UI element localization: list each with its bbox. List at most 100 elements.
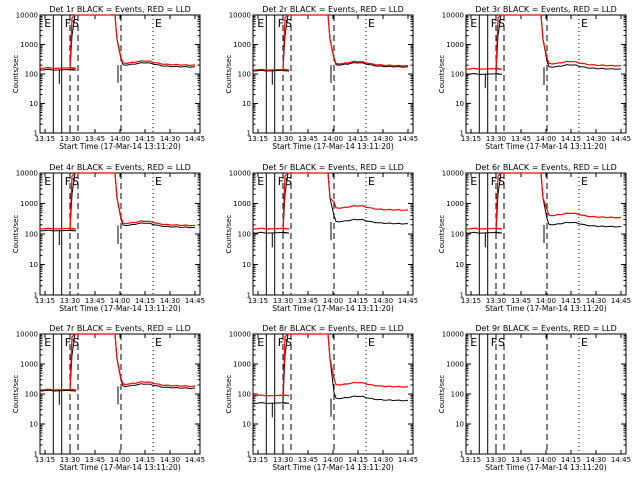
x-tick-label: 14:30 <box>373 297 393 305</box>
marker-label: E <box>155 336 162 349</box>
x-tick-label: 13:15 <box>35 297 55 305</box>
lld-series <box>465 14 622 70</box>
y-tick-label: 10 <box>242 421 251 429</box>
y-tick-label: 100 <box>25 391 38 399</box>
x-tick-label: 14:30 <box>373 135 393 143</box>
y-tick-label: 100 <box>451 231 464 239</box>
x-tick-label: 13:45 <box>511 456 531 464</box>
panel-title: Det 6r BLACK = Events, RED = LLD <box>475 163 617 172</box>
y-tick-label: 10000 <box>229 170 251 178</box>
x-tick-label: 13:15 <box>35 456 55 464</box>
x-tick-label: 14:00 <box>110 135 130 143</box>
x-tick-label: 14:15 <box>135 297 155 305</box>
x-axis-label: Start Time (17-Mar-14 13:11:20) <box>485 463 607 472</box>
x-tick-label: 13:45 <box>85 297 105 305</box>
x-tick-label: 14:45 <box>185 297 205 305</box>
x-tick-label: 14:00 <box>536 297 556 305</box>
panel-title: Det 4r BLACK = Events, RED = LLD <box>49 163 191 172</box>
marker-label: E <box>257 336 264 349</box>
x-tick-label: 13:30 <box>273 297 293 305</box>
y-tick-label: 1 <box>460 130 464 138</box>
y-tick-label: 100 <box>451 391 464 399</box>
x-tick-label: 14:00 <box>323 135 343 143</box>
events-series <box>39 333 196 392</box>
y-axis-label: Counts/sec <box>225 215 233 254</box>
panel-title: Det 2r BLACK = Events, RED = LLD <box>262 5 404 14</box>
y-tick-label: 10000 <box>442 12 464 20</box>
marker-label: E <box>257 17 264 30</box>
x-tick-label: 14:45 <box>611 135 631 143</box>
marker-label: F <box>278 336 284 349</box>
x-tick-label: 14:45 <box>185 456 205 464</box>
events-series <box>39 14 196 71</box>
x-tick-label: 13:30 <box>273 135 293 143</box>
x-tick-label: 14:45 <box>398 135 418 143</box>
x-tick-label: 14:45 <box>611 456 631 464</box>
x-tick-label: 13:15 <box>248 135 268 143</box>
events-series <box>252 333 409 404</box>
x-axis-label: Start Time (17-Mar-14 13:11:20) <box>485 142 607 151</box>
x-axis-label: Start Time (17-Mar-14 13:11:20) <box>272 142 394 151</box>
marker-label: S <box>498 17 505 30</box>
x-tick-label: 14:15 <box>561 297 581 305</box>
x-tick-label: 13:15 <box>461 456 481 464</box>
x-tick-label: 14:00 <box>323 297 343 305</box>
x-tick-label: 13:30 <box>60 135 80 143</box>
x-tick-label: 13:45 <box>298 297 318 305</box>
y-tick-label: 1 <box>247 451 251 459</box>
x-axis-label: Start Time (17-Mar-14 13:11:20) <box>59 304 181 313</box>
x-tick-label: 14:30 <box>160 135 180 143</box>
events-series <box>252 14 409 72</box>
marker-label: E <box>44 17 51 30</box>
axes-box <box>252 333 414 455</box>
y-tick-label: 1 <box>34 451 38 459</box>
panel-8: Det 8r BLACK = Events, RED = LLD 1 10 100 10… <box>225 324 418 472</box>
y-tick-label: 1000 <box>20 200 38 208</box>
y-axis-label: Counts/sec <box>12 375 20 414</box>
x-tick-label: 14:30 <box>160 456 180 464</box>
marker-label: S <box>498 175 505 188</box>
y-tick-label: 1 <box>460 292 464 300</box>
y-tick-label: 100 <box>238 231 251 239</box>
y-tick-label: 10000 <box>16 12 38 20</box>
y-tick-label: 1 <box>247 292 251 300</box>
x-tick-label: 13:45 <box>511 297 531 305</box>
x-tick-label: 13:30 <box>60 297 80 305</box>
panel-3: Det 3r BLACK = Events, RED = LLD 1 10 100 10… <box>438 5 631 151</box>
y-tick-label: 10 <box>29 421 38 429</box>
lld-series <box>465 172 622 230</box>
x-tick-label: 13:45 <box>298 135 318 143</box>
y-tick-label: 10 <box>455 421 464 429</box>
y-tick-label: 1 <box>34 130 38 138</box>
y-tick-label: 1000 <box>20 41 38 49</box>
marker-label: E <box>155 17 162 30</box>
marker-label: F <box>65 175 71 188</box>
x-tick-label: 13:15 <box>461 135 481 143</box>
marker-label: E <box>470 175 477 188</box>
x-axis-label: Start Time (17-Mar-14 13:11:20) <box>485 304 607 313</box>
x-tick-label: 13:30 <box>60 456 80 464</box>
y-tick-label: 1000 <box>233 361 251 369</box>
y-tick-label: 10000 <box>16 331 38 339</box>
x-tick-label: 14:45 <box>398 297 418 305</box>
marker-label: F <box>278 17 284 30</box>
x-tick-label: 14:00 <box>110 456 130 464</box>
x-tick-label: 14:15 <box>348 135 368 143</box>
x-tick-label: 14:00 <box>536 135 556 143</box>
axes-box <box>39 172 201 296</box>
x-tick-label: 14:00 <box>110 297 130 305</box>
lld-series <box>39 333 196 391</box>
lld-series <box>39 172 196 230</box>
x-tick-label: 13:15 <box>248 297 268 305</box>
y-axis-label: Counts/sec <box>12 215 20 254</box>
panel-title: Det 7r BLACK = Events, RED = LLD <box>49 324 191 333</box>
marker-label: S <box>498 336 505 349</box>
marker-label: S <box>72 336 79 349</box>
panel-title: Det 3r BLACK = Events, RED = LLD <box>475 5 617 14</box>
x-tick-label: 14:15 <box>135 456 155 464</box>
x-axis-label: Start Time (17-Mar-14 13:11:20) <box>272 304 394 313</box>
events-series <box>252 172 409 234</box>
x-tick-label: 14:15 <box>561 456 581 464</box>
x-tick-label: 14:30 <box>586 135 606 143</box>
y-tick-label: 10 <box>455 100 464 108</box>
